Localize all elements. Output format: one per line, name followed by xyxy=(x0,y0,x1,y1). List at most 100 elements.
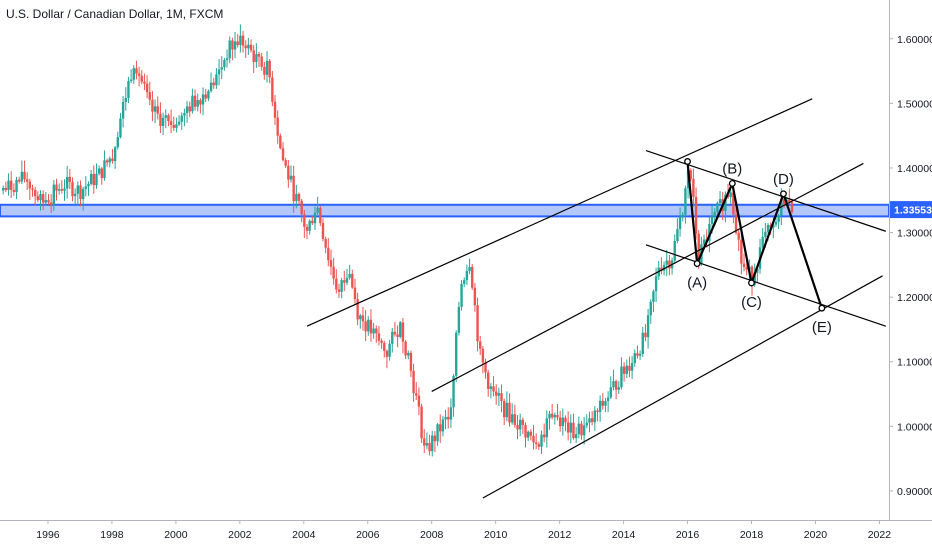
candle-body xyxy=(305,226,309,231)
candle-body xyxy=(49,202,53,206)
wave-label: (C) xyxy=(741,294,762,311)
candle-body xyxy=(577,423,581,435)
candle-body xyxy=(649,301,652,316)
wave-point-marker[interactable] xyxy=(684,158,691,165)
candle xyxy=(521,417,525,434)
candle xyxy=(452,374,455,417)
candle-body xyxy=(415,393,418,396)
candle xyxy=(713,208,716,223)
candle-body xyxy=(377,333,381,341)
candle xyxy=(494,384,498,405)
candle-body xyxy=(465,271,469,281)
candle-body xyxy=(479,341,482,349)
candle-body xyxy=(497,393,501,396)
candle xyxy=(636,345,639,359)
candle xyxy=(359,313,362,329)
candle-body xyxy=(231,40,234,50)
candle xyxy=(233,31,237,59)
candle-body xyxy=(676,229,679,242)
candle xyxy=(345,268,349,286)
candle xyxy=(313,206,317,231)
candle-body xyxy=(300,200,303,215)
candle-body xyxy=(15,179,18,193)
candle xyxy=(479,335,482,356)
candle xyxy=(401,318,405,354)
candle xyxy=(129,69,133,84)
candle-body xyxy=(556,414,559,418)
candle-body xyxy=(279,135,282,149)
candle-body xyxy=(526,431,530,438)
candle-body xyxy=(268,60,271,78)
candle-body xyxy=(588,418,591,423)
candle-body xyxy=(180,115,183,122)
candle xyxy=(582,416,586,445)
candle-body xyxy=(220,67,223,70)
candle xyxy=(172,116,175,131)
candle-body xyxy=(175,124,178,128)
candle-body xyxy=(756,268,759,273)
candle xyxy=(516,415,519,440)
wave-pattern-line[interactable] xyxy=(686,161,823,309)
candle xyxy=(540,430,543,455)
candle-body xyxy=(97,168,101,174)
candle xyxy=(436,422,439,446)
candle-body xyxy=(447,416,450,420)
candle-body xyxy=(684,188,687,215)
candle xyxy=(225,49,229,68)
candle xyxy=(324,236,327,254)
candle xyxy=(295,184,298,209)
candle xyxy=(532,425,535,450)
candle-body xyxy=(625,365,628,374)
candle xyxy=(81,186,85,211)
horizontal-zone-layer xyxy=(0,203,890,218)
channel-lower-line[interactable] xyxy=(482,275,883,499)
candle xyxy=(518,413,522,437)
candle-body xyxy=(177,121,181,125)
candle-body xyxy=(225,58,229,60)
candle-body xyxy=(247,44,250,49)
candle-body xyxy=(766,225,770,232)
candle xyxy=(468,258,471,275)
candle-body xyxy=(383,342,386,351)
candle-body xyxy=(116,137,119,148)
candle-body xyxy=(329,260,333,267)
candle-body xyxy=(124,97,127,102)
candle xyxy=(305,224,309,240)
candle xyxy=(638,350,642,360)
wave-point-marker[interactable] xyxy=(780,190,787,198)
wave-point-marker[interactable] xyxy=(693,260,701,268)
candle-body xyxy=(500,393,503,401)
wave-point-marker[interactable] xyxy=(748,279,755,287)
candle xyxy=(25,172,29,190)
candle xyxy=(284,157,287,168)
candle xyxy=(676,218,679,244)
wedge-lower-line[interactable] xyxy=(645,244,886,327)
candle-body xyxy=(409,352,413,371)
candle xyxy=(665,249,668,277)
candle xyxy=(492,376,495,397)
candle-body xyxy=(492,386,495,392)
candle xyxy=(289,165,293,183)
resistance-zone[interactable] xyxy=(0,203,890,218)
candle-body xyxy=(193,95,197,107)
candle-body xyxy=(441,419,445,432)
candle xyxy=(692,168,695,207)
candle-body xyxy=(596,410,599,412)
channel-upper-line[interactable] xyxy=(306,98,813,327)
candle xyxy=(369,309,373,342)
candle-body xyxy=(207,91,210,99)
candle xyxy=(273,95,277,125)
candle xyxy=(204,88,207,103)
candle-body xyxy=(580,423,583,436)
candle-body xyxy=(502,400,506,418)
candle xyxy=(364,310,367,341)
wave-point-marker[interactable] xyxy=(818,304,826,312)
candle xyxy=(356,292,359,326)
candle xyxy=(590,411,594,426)
channel-middle-line[interactable] xyxy=(431,162,864,392)
candle-body xyxy=(41,194,45,203)
wave-point-marker[interactable] xyxy=(728,180,736,187)
candle xyxy=(367,316,370,336)
candle xyxy=(481,345,485,374)
